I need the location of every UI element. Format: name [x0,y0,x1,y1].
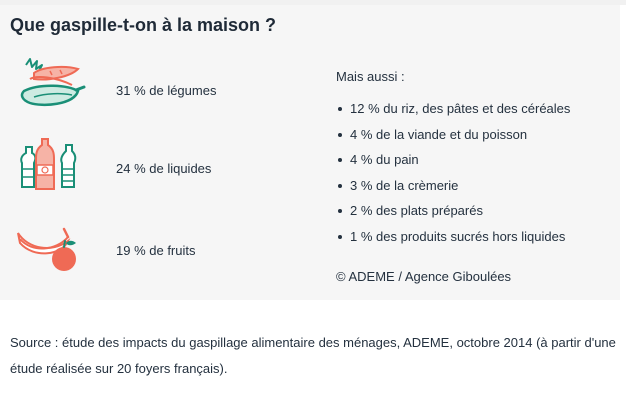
also-list: 12 % du riz, des pâtes et des céréales 4… [336,100,616,253]
source-note: Source : étude des impacts du gaspillage… [10,335,616,376]
fruits-icon [17,227,76,271]
category-fruits: 19 % de fruits [12,215,312,275]
list-item: 4 % de la viande et du poisson [336,126,616,152]
category-label: 19 % de fruits [116,243,196,258]
list-item: 2 % des plats préparés [336,202,616,228]
image-credit: © ADEME / Agence Giboulées [336,269,512,284]
category-liquids: 24 % de liquides [12,135,312,195]
top-divider [0,0,626,5]
also-heading: Mais aussi : [336,69,405,84]
category-label: 24 % de liquides [116,161,212,176]
vegetables-icon [20,58,86,107]
list-item: 4 % du pain [336,151,616,177]
list-item: 3 % de la crèmerie [336,177,616,203]
list-item: 12 % du riz, des pâtes et des céréales [336,100,616,126]
also-section: Mais aussi : 12 % du riz, des pâtes et d… [336,69,616,253]
infographic-card: Que gaspille-t-on à la maison ? 31 % de … [0,5,620,300]
category-vegetables: 31 % de légumes [12,57,312,117]
list-item: 1 % des produits sucrés hors liquides [336,228,616,254]
bottles-icon [20,138,77,190]
page-title: Que gaspille-t-on à la maison ? [10,15,277,35]
category-label: 31 % de légumes [116,83,217,98]
